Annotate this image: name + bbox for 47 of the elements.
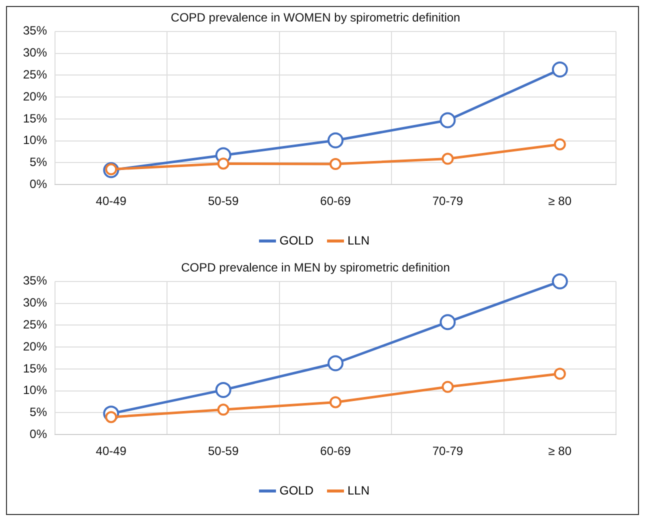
y-tick-label: 20% (22, 339, 48, 354)
x-tick-label: 60-69 (320, 194, 352, 208)
point (330, 158, 342, 170)
point (554, 368, 566, 380)
point (215, 382, 232, 398)
y-tick-label: 35% (22, 24, 48, 38)
point (554, 138, 566, 150)
x-tick-label: 70-79 (432, 444, 464, 458)
point (442, 380, 454, 393)
point (328, 132, 344, 148)
x-tick-label: ≥ 80 (548, 194, 572, 208)
point (217, 404, 230, 416)
point (442, 152, 454, 165)
x-tick-label: 40-49 (96, 444, 127, 458)
point (330, 396, 342, 408)
y-tick-label: 25% (22, 317, 48, 332)
y-tick-label: 20% (22, 89, 48, 104)
chart-title: COPD prevalence in WOMEN by spirometric definition (170, 10, 460, 25)
point (552, 273, 568, 290)
legend-label: GOLD (279, 483, 314, 498)
y-tick-label: 5% (30, 155, 48, 170)
y-tick-label: 10% (22, 133, 48, 148)
point (440, 112, 456, 128)
x-tick-label: 50-59 (208, 194, 239, 208)
y-tick-label: 30% (22, 296, 48, 310)
y-tick-label: 15% (22, 361, 48, 376)
point (328, 355, 344, 372)
y-tick-label: 0% (30, 176, 48, 191)
x-tick-label: 50-59 (208, 444, 239, 458)
y-tick-label: 5% (30, 405, 48, 420)
legend-label: GOLD (279, 233, 314, 248)
x-tick-label: 60-69 (320, 444, 352, 458)
point (552, 61, 568, 78)
y-tick-label: 30% (22, 46, 48, 60)
point (440, 314, 456, 330)
point (217, 158, 230, 170)
y-tick-label: 35% (22, 274, 48, 288)
y-tick-label: 0% (30, 426, 48, 441)
y-tick-label: 25% (22, 67, 48, 82)
y-tick-label: 10% (22, 383, 48, 398)
chart-title: COPD prevalence in MEN by spirometric definition (181, 260, 450, 275)
legend-label: LLN (347, 483, 370, 498)
x-tick-label: 40-49 (96, 194, 127, 208)
x-tick-label: ≥ 80 (548, 444, 572, 458)
legend-label: LLN (347, 233, 370, 248)
y-tick-label: 15% (22, 111, 48, 126)
x-tick-label: 70-79 (432, 194, 464, 208)
